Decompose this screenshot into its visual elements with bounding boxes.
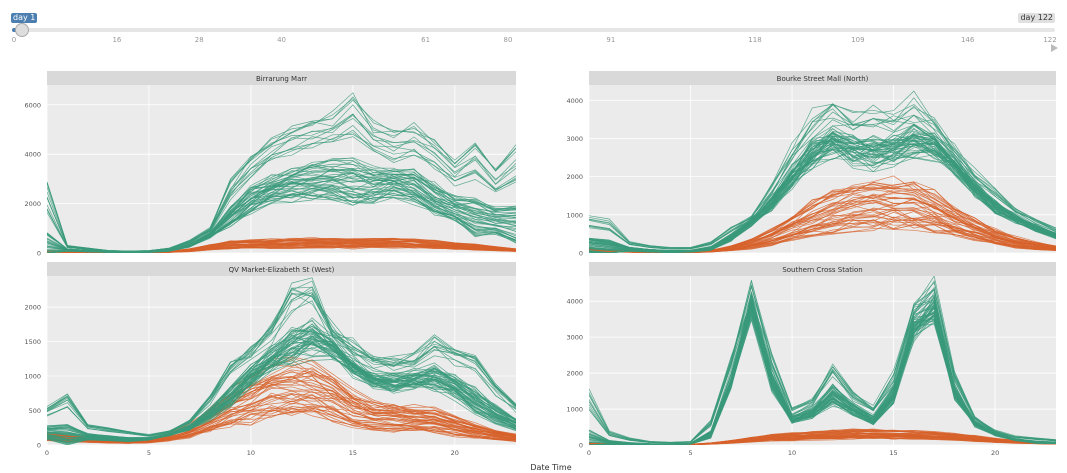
facet-strip xyxy=(589,71,1056,85)
x-tick-label: 10 xyxy=(788,449,796,457)
y-tick-label: 2000 xyxy=(566,173,583,181)
slider-tick-label: 109 xyxy=(851,36,865,44)
slider-tick-label: 16 xyxy=(112,36,122,44)
slider-current-label: day 1 xyxy=(11,13,38,23)
x-axis-title: Date Time xyxy=(530,463,571,472)
weekday-line xyxy=(589,301,1056,445)
x-tick-label: 20 xyxy=(451,449,459,457)
facet-panel: Bourke Street Mall (North) 0 1000 2000 3000 4… xyxy=(566,71,1056,258)
y-tick-label: 3000 xyxy=(566,135,583,143)
slider-ticks: 0 16 28 40 61 80 91 118 109 146 122 xyxy=(0,36,1067,48)
weekday-line xyxy=(47,323,516,439)
weekday-line xyxy=(589,125,1056,251)
facet-strip xyxy=(47,71,516,85)
y-tick-label: 500 xyxy=(29,407,41,415)
y-tick-label: 1000 xyxy=(24,373,41,381)
facet-panel: QV Market-Elizabeth St (West)05001000150… xyxy=(24,262,516,457)
slider-tick-label: 40 xyxy=(277,36,287,44)
x-tick-label: 0 xyxy=(45,449,49,457)
play-icon[interactable] xyxy=(1051,44,1058,52)
weekday-line xyxy=(47,293,516,437)
y-tick-label: 2000 xyxy=(566,370,583,378)
weekend-line xyxy=(47,403,516,444)
slider-handle[interactable] xyxy=(15,23,29,37)
y-tick-label: 4000 xyxy=(566,298,583,306)
x-tick-label: 20 xyxy=(991,449,999,457)
series-lines xyxy=(589,276,1056,445)
y-tick-label: 0 xyxy=(579,250,583,258)
slider-tick-label: 146 xyxy=(960,36,975,44)
slider-tick-label: 80 xyxy=(503,36,513,44)
weekday-line xyxy=(47,329,516,441)
slider-tick-label: 0 xyxy=(11,36,17,44)
slider-tick-label: 61 xyxy=(421,36,431,44)
facet-title: Bourke Street Mall (North) xyxy=(777,75,869,83)
plot-background xyxy=(47,276,516,445)
facet-strip xyxy=(47,262,516,276)
weekday-line xyxy=(47,340,516,440)
y-tick-label: 0 xyxy=(37,250,41,258)
weekday-line xyxy=(589,296,1056,445)
x-tick-label: 5 xyxy=(147,449,151,457)
y-tick-label: 3000 xyxy=(566,334,583,342)
slider-tick-label: 122 xyxy=(1043,36,1057,44)
weekend-line xyxy=(47,408,516,444)
weekday-line xyxy=(47,192,516,253)
x-tick-label: 10 xyxy=(247,449,255,457)
slider-track[interactable] xyxy=(12,28,1055,32)
y-tick-label: 0 xyxy=(37,442,41,450)
weekday-line xyxy=(589,103,1056,249)
slider-max-label: day 122 xyxy=(1018,13,1055,23)
x-tick-label: 0 xyxy=(587,449,591,457)
weekday-line xyxy=(589,90,1056,249)
x-tick-label: 5 xyxy=(688,449,692,457)
plot-background xyxy=(589,276,1056,445)
y-tick-label: 6000 xyxy=(24,101,41,109)
slider-tick-label: 91 xyxy=(606,36,616,44)
series-lines xyxy=(589,90,1056,253)
facet-panel: Birrarung Marr 0 2000 4000 6000 xyxy=(24,71,516,258)
weekday-line xyxy=(589,281,1056,444)
weekday-line xyxy=(47,332,516,439)
series-lines xyxy=(47,92,516,253)
y-tick-label: 2000 xyxy=(24,304,41,312)
series-lines xyxy=(47,277,516,445)
x-tick-label: 15 xyxy=(889,449,897,457)
slider-tick-label: 28 xyxy=(194,36,204,44)
facet-panel: Southern Cross Station 0 1000 2000 3000 4000 0… xyxy=(566,262,1056,457)
weekday-line xyxy=(47,136,516,252)
x-tick-label: 15 xyxy=(349,449,357,457)
facet-title: Southern Cross Station xyxy=(782,266,862,274)
weekday-line xyxy=(47,292,516,437)
plot-background xyxy=(47,85,516,253)
weekend-line xyxy=(47,396,516,443)
weekday-line xyxy=(47,289,516,436)
weekday-line xyxy=(589,115,1056,250)
y-tick-label: 4000 xyxy=(24,151,41,159)
y-tick-label: 1000 xyxy=(566,406,583,414)
day-slider[interactable]: day 1 day 122 0 16 28 40 61 80 91 118 109 146 122 xyxy=(0,0,1067,60)
weekday-line xyxy=(47,165,516,253)
weekday-line xyxy=(589,138,1056,253)
y-tick-label: 1000 xyxy=(566,211,583,219)
y-tick-label: 4000 xyxy=(566,97,583,105)
y-tick-label: 2000 xyxy=(24,200,41,208)
slider-tick-label: 118 xyxy=(748,36,762,44)
facet-strip xyxy=(589,262,1056,276)
facet-title: Birrarung Marr xyxy=(256,75,307,83)
facet-title: QV Market-Elizabeth St (West) xyxy=(229,266,335,274)
y-tick-label: 1500 xyxy=(24,338,41,346)
y-tick-label: 0 xyxy=(579,442,583,450)
